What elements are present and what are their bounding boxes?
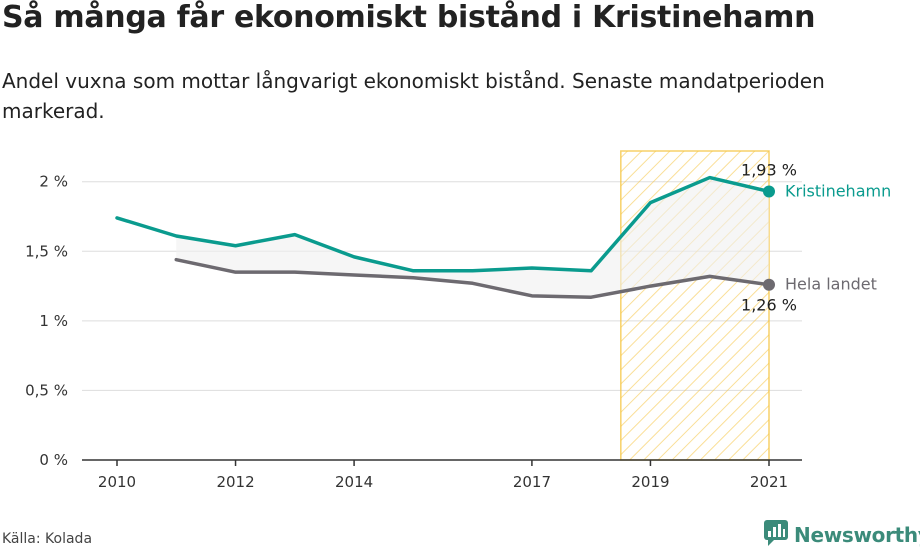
y-tick-label: 1 % [39,312,68,330]
series-line-hela-landet [174,257,771,299]
brand-logo[interactable]: Newsworthy [764,520,920,550]
source-note: Källa: Kolada [2,531,93,547]
y-tick-label: 1,5 % [25,242,68,260]
chart-subtitle: Andel vuxna som mottar långvarigt ekonom… [2,69,825,123]
end-point-marker [763,278,775,291]
y-tick-label: 2 % [39,173,68,191]
x-tick-label: 2010 [98,473,136,491]
brand-name: Newsworthy [794,523,920,547]
difference-fill [176,177,770,298]
end-point-marker [763,185,775,198]
series-name-kristinehamn: Kristinehamn [785,181,891,200]
x-tick-label: 2021 [750,473,788,491]
chart-bubble-icon [764,520,788,550]
x-tick-label: 2014 [335,473,373,491]
series-labels: 1,93 % Kristinehamn 1,26 % Hela landet [741,160,891,314]
x-tick-label: 2017 [513,473,551,491]
value-label-kristinehamn: 1,93 % [741,160,797,179]
series-name-hela-landet: Hela landet [785,275,877,294]
series-lines [115,175,775,299]
y-tick-label: 0,5 % [25,381,68,399]
difference-area [176,177,770,298]
y-tick-label: 0 % [39,451,68,469]
x-tick-label: 2012 [216,473,254,491]
x-tick-label: 2019 [631,473,669,491]
value-label-hela-landet: 1,26 % [741,296,797,315]
series-line-kristinehamn [115,175,771,273]
chart-title: Så många får ekonomiskt bistånd i Kristi… [2,0,816,35]
axes: 0 % 0,5 % 1 % 1,5 % 2 % 2010 2012 2014 2017 2019 2… [25,173,802,491]
